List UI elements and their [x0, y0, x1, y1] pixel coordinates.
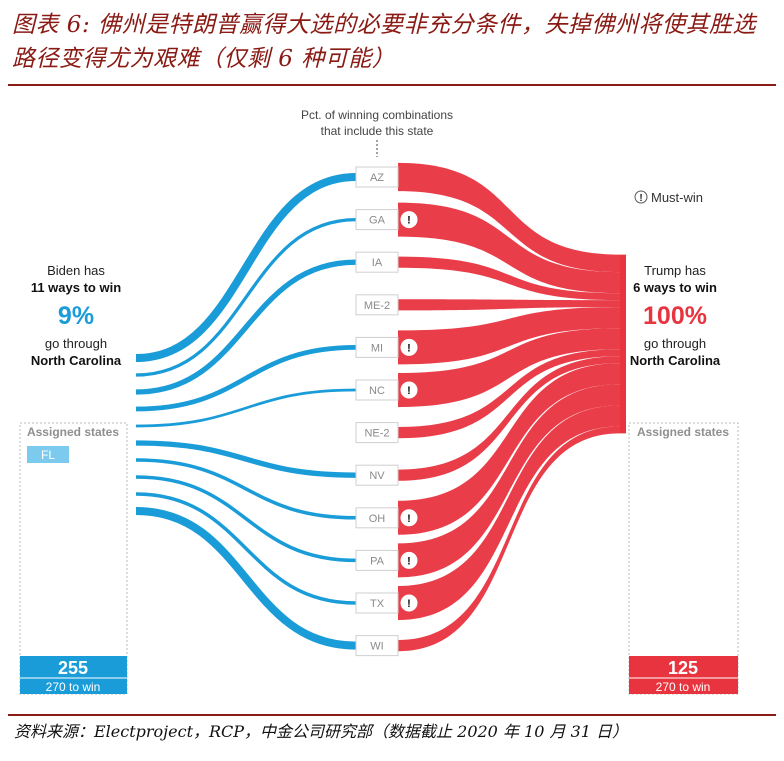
trump-flow-tx: [398, 405, 620, 620]
election-sankey-chart: AZ GA ! IA ME-2 MI ! NC ! NE-2 NV OH ! PA ! TX ! WI Pct. …: [19, 108, 739, 695]
trump-flow-ga: [398, 202, 620, 294]
state-node-ne-2: [355, 422, 399, 444]
trump-line1: Trump has: [644, 263, 706, 278]
must-win-icon-tx: [400, 594, 418, 612]
state-node-mi: [355, 336, 399, 358]
trump-line4: North Carolina: [630, 353, 721, 368]
must-win-icon-oh: [400, 509, 418, 527]
trump-flow-nc: [398, 328, 620, 407]
trump-flow-ne-2: [398, 349, 620, 439]
biden-electoral-votes: 255: [58, 658, 88, 678]
must-win-glyph-mi: !: [407, 342, 411, 354]
biden-flow-ga: [135, 218, 357, 377]
biden-flow-az: [135, 173, 357, 362]
trump-assigned-box: [628, 422, 739, 695]
trump-pct: 100%: [643, 302, 707, 330]
biden-flows: [135, 173, 357, 650]
biden-flow-nv: [135, 440, 357, 478]
state-node-ga: [355, 209, 399, 231]
must-win-glyph-pa: !: [407, 555, 411, 567]
must-win-legend-icon: [634, 190, 648, 204]
biden-line4: North Carolina: [31, 353, 122, 368]
state-node-ia: [355, 251, 399, 273]
trump-flow-me-2: [398, 299, 620, 311]
biden-flow-mi: [135, 345, 357, 412]
state-label-nv: NV: [369, 470, 385, 482]
must-win-legend-label: Must-win: [651, 190, 703, 205]
biden-flow-pa: [135, 475, 357, 563]
title-rule: [8, 84, 776, 86]
state-nodes: AZ GA ! IA ME-2 MI ! NC ! NE-2 NV OH ! PA ! TX ! WI: [355, 166, 418, 657]
state-label-nc: NC: [369, 385, 385, 397]
trump-ev-bar: [629, 656, 738, 694]
trump-flow-oh: [398, 363, 620, 535]
center-header-line2: that include this state: [321, 124, 434, 138]
trump-flow-pa: [398, 384, 620, 578]
state-node-oh: [355, 507, 399, 529]
biden-assigned-chip-fl: [27, 446, 69, 463]
biden-flow-wi: [135, 507, 357, 650]
state-node-pa: [355, 549, 399, 571]
must-win-icon-nc: [400, 381, 418, 399]
state-label-pa: PA: [370, 555, 385, 567]
state-label-wi: WI: [370, 641, 383, 653]
biden-flow-nc: [135, 388, 357, 428]
trump-to-win: 270 to win: [656, 680, 711, 694]
trump-electoral-votes: 125: [668, 658, 698, 678]
must-win-glyph-nc: !: [407, 385, 411, 397]
state-label-az: AZ: [370, 172, 384, 184]
state-label-tx: TX: [370, 598, 385, 610]
state-node-az: [355, 166, 399, 188]
must-win-glyph-oh: !: [407, 513, 411, 525]
biden-line3: go through: [45, 336, 107, 351]
biden-line1: Biden has: [47, 263, 105, 278]
must-win-legend: ! Must-win: [634, 190, 703, 205]
trump-flow-mi: [398, 307, 620, 365]
must-win-icon-ga: [400, 211, 418, 229]
must-win-icon-pa: [400, 551, 418, 569]
biden-ev-bar: [20, 656, 127, 694]
biden-assigned-state: FL: [41, 448, 55, 462]
must-win-icon-mi: [400, 338, 418, 356]
state-label-ia: IA: [372, 257, 383, 269]
trump-flow-wi: [398, 426, 620, 652]
trump-line3: go through: [644, 336, 706, 351]
trump-flow-ia: [398, 256, 620, 301]
source-note: 资料来源：Electproject，RCP，中金公司研究部（数据截止 2020 …: [14, 722, 629, 741]
state-node-nc: [355, 379, 399, 401]
figure-title: 图表 6: 佛州是特朗普赢得大选的必要非充分条件，失掉佛州将使其胜选路径变得尤为…: [12, 12, 757, 72]
state-label-ne-2: NE-2: [364, 428, 389, 440]
state-label-ga: GA: [369, 215, 386, 227]
must-win-legend-glyph: !: [639, 193, 642, 204]
trump-flow-nv: [398, 356, 620, 481]
state-label-me-2: ME-2: [364, 300, 390, 312]
biden-assigned-box: [19, 422, 128, 695]
state-label-oh: OH: [369, 513, 386, 525]
center-header-line1: Pct. of winning combinations: [301, 108, 453, 122]
trump-flows: [398, 162, 626, 652]
biden-to-win: 270 to win: [46, 680, 101, 694]
must-win-glyph-tx: !: [407, 598, 411, 610]
trump-flow-stub: [620, 254, 626, 434]
trump-panel: Trump has 6 ways to win 100% go through …: [628, 263, 739, 695]
state-node-nv: [355, 464, 399, 486]
trump-ways: 6 ways to win: [633, 280, 717, 295]
state-node-me-2: [355, 294, 399, 316]
biden-ways: 11 ways to win: [31, 280, 121, 295]
biden-flow-tx: [135, 492, 357, 605]
source-rule: [8, 714, 776, 716]
biden-panel: Biden has 11 ways to win 9% go through N…: [19, 263, 128, 695]
state-node-tx: [355, 592, 399, 614]
must-win-glyph-ga: !: [407, 215, 411, 227]
biden-pct: 9%: [58, 302, 94, 330]
trump-assigned-label: Assigned states: [637, 425, 729, 439]
state-label-mi: MI: [371, 342, 383, 354]
biden-flow-ia: [135, 259, 357, 395]
state-node-wi: [355, 635, 399, 657]
biden-assigned-label: Assigned states: [27, 425, 119, 439]
trump-flow-az: [398, 162, 620, 273]
biden-flow-oh: [135, 458, 357, 520]
